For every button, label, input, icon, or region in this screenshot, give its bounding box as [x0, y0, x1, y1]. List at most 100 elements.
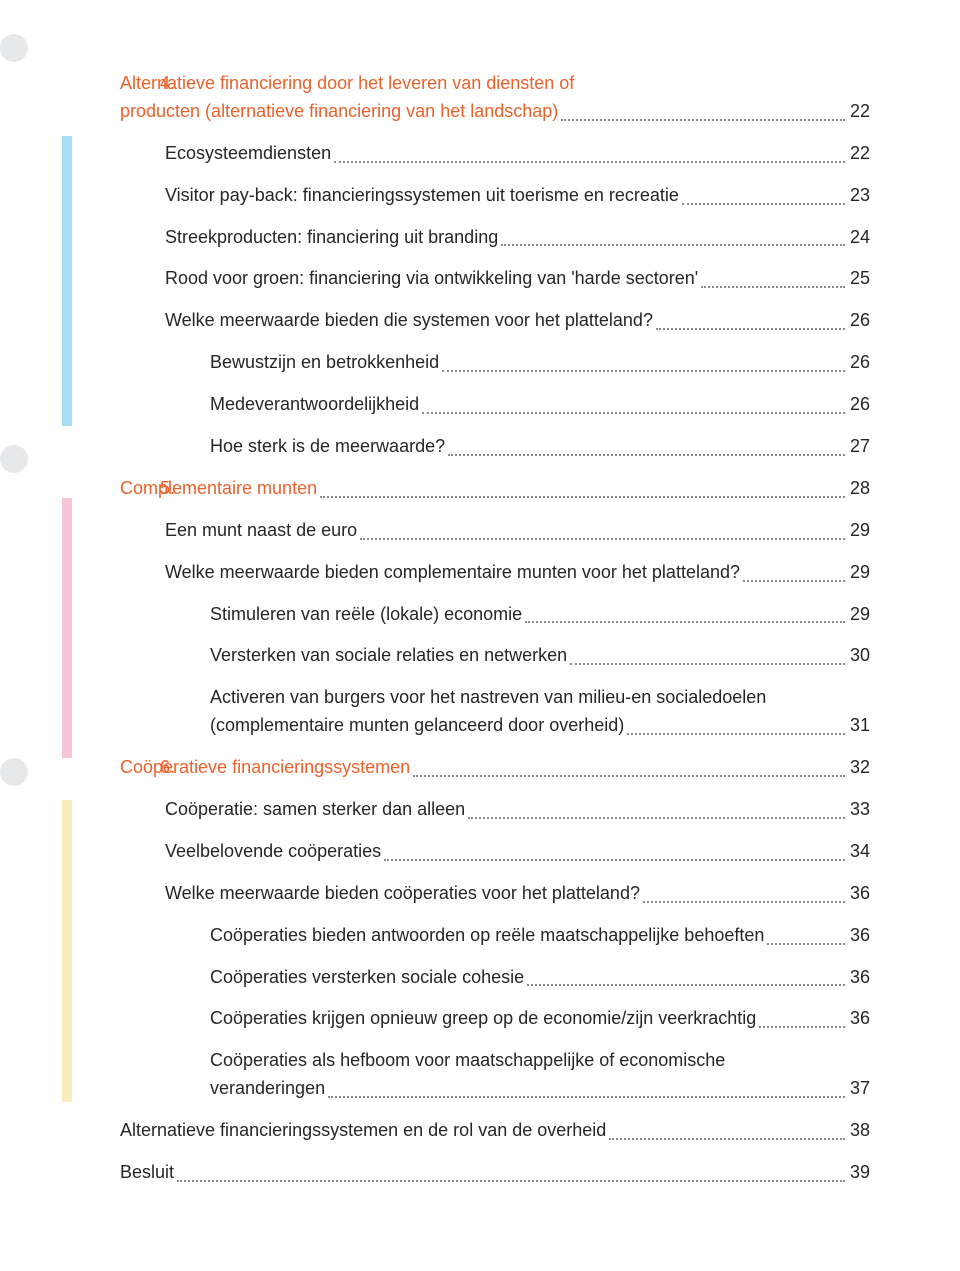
toc-entry: Veelbelovende coöperaties 34 [165, 838, 870, 866]
toc-label: Welke meerwaarde bieden complementaire m… [165, 559, 740, 587]
toc-leaders [643, 901, 845, 903]
toc-leaders [177, 1180, 845, 1182]
toc-label: Stimuleren van reële (lokale) economie [210, 601, 522, 629]
toc-page: 29 [848, 559, 870, 587]
toc-label: producten (alternatieve financiering van… [120, 98, 558, 126]
toc-page: 24 [848, 224, 870, 252]
toc-label: Besluit [120, 1159, 174, 1187]
chapter-number: 6. [160, 754, 175, 782]
side-bar [62, 800, 72, 1102]
toc-page: 26 [848, 307, 870, 335]
chapter-number: 5. [160, 475, 175, 503]
toc-page: 25 [848, 265, 870, 293]
toc-entry: Alternatieve financieringssystemen en de… [120, 1117, 870, 1145]
toc-label: Een munt naast de euro [165, 517, 357, 545]
toc-page: 37 [848, 1075, 870, 1103]
toc-entry: Welke meerwaarde bieden die systemen voo… [165, 307, 870, 335]
toc-label: Ecosysteemdiensten [165, 140, 331, 168]
toc-label-multiline: Alternatieve financiering door het lever… [120, 70, 870, 126]
toc-leaders [413, 775, 845, 777]
toc-leaders [525, 621, 845, 623]
toc-page: 22 [848, 98, 870, 126]
toc-entry: Coöperaties bieden antwoorden op reële m… [210, 922, 870, 950]
toc-label: Complementaire munten [120, 475, 317, 503]
toc-page: 34 [848, 838, 870, 866]
toc-label: Coöperaties als hefboom voor maatschappe… [210, 1050, 725, 1070]
toc-label: Welke meerwaarde bieden coöperaties voor… [165, 880, 640, 908]
toc-label: Veelbelovende coöperaties [165, 838, 381, 866]
toc-label: Activeren van burgers voor het nastreven… [210, 687, 766, 707]
toc-leaders [767, 943, 845, 945]
toc-leaders [442, 370, 845, 372]
toc-label-multiline: Activeren van burgers voor het nastreven… [210, 684, 870, 740]
toc-entry: Een munt naast de euro 29 [165, 517, 870, 545]
toc-entry: 6.Coöperatieve financieringssystemen32 [120, 754, 870, 782]
toc-label: Alternatieve financieringssystemen en de… [120, 1117, 606, 1145]
toc-leaders [320, 496, 845, 498]
toc-entry: Streekproducten: financiering uit brandi… [165, 224, 870, 252]
toc-page: 39 [848, 1159, 870, 1187]
toc-page: 28 [848, 475, 870, 503]
toc-label: Coöperaties krijgen opnieuw greep op de … [210, 1005, 756, 1033]
toc-label: Medeverantwoordelijkheid [210, 391, 419, 419]
toc-label: Versterken van sociale relaties en netwe… [210, 642, 567, 670]
toc-label: Welke meerwaarde bieden die systemen voo… [165, 307, 653, 335]
side-dot [0, 758, 28, 786]
toc-leaders [743, 580, 845, 582]
side-bar [62, 498, 72, 758]
toc-entry: Stimuleren van reële (lokale) economie 29 [210, 601, 870, 629]
toc-leaders [448, 454, 845, 456]
toc-entry: Welke meerwaarde bieden complementaire m… [165, 559, 870, 587]
toc-leaders [682, 203, 845, 205]
toc-page: 27 [848, 433, 870, 461]
toc-leaders [759, 1026, 845, 1028]
toc-leaders [468, 817, 845, 819]
toc-leaders [701, 286, 845, 288]
toc-label: Rood voor groen: financiering via ontwik… [165, 265, 698, 293]
toc-entry: Coöperaties als hefboom voor maatschappe… [210, 1047, 870, 1103]
toc-leaders [501, 244, 845, 246]
toc-label: Coöperaties bieden antwoorden op reële m… [210, 922, 764, 950]
toc-label-multiline: Coöperaties als hefboom voor maatschappe… [210, 1047, 870, 1103]
toc-leaders [360, 538, 845, 540]
toc-leaders [656, 328, 845, 330]
toc-label: Streekproducten: financiering uit brandi… [165, 224, 498, 252]
toc-page: 30 [848, 642, 870, 670]
toc-page: 29 [848, 517, 870, 545]
toc-leaders [609, 1138, 845, 1140]
toc-page: 36 [848, 964, 870, 992]
side-dot [0, 445, 28, 473]
toc-entry: Coöperatie: samen sterker dan alleen33 [165, 796, 870, 824]
toc-page: 32 [848, 754, 870, 782]
toc-page: 29 [848, 601, 870, 629]
toc-label: Bewustzijn en betrokkenheid [210, 349, 439, 377]
toc-leaders [570, 663, 845, 665]
toc-leaders [422, 412, 845, 414]
toc-page: 26 [848, 349, 870, 377]
toc-leaders [384, 859, 845, 861]
toc-entry: 4.Alternatieve financiering door het lev… [120, 70, 870, 126]
toc-entry: Activeren van burgers voor het nastreven… [210, 684, 870, 740]
toc-entry: Rood voor groen: financiering via ontwik… [165, 265, 870, 293]
toc-entry: Ecosysteemdiensten 22 [165, 140, 870, 168]
toc-label: (complementaire munten gelanceerd door o… [210, 712, 624, 740]
toc-label: Coöperaties versterken sociale cohesie [210, 964, 524, 992]
side-bar [62, 136, 72, 426]
toc-entry: Medeverantwoordelijkheid 26 [210, 391, 870, 419]
toc-label: Hoe sterk is de meerwaarde? [210, 433, 445, 461]
toc-label: Alternatieve financiering door het lever… [120, 73, 574, 93]
toc-page: 31 [848, 712, 870, 740]
toc-leaders [627, 733, 845, 735]
toc-label: Coöperatie: samen sterker dan alleen [165, 796, 465, 824]
toc-entry: Versterken van sociale relaties en netwe… [210, 642, 870, 670]
side-dot [0, 34, 28, 62]
toc-page: 36 [848, 1005, 870, 1033]
toc-entry: Coöperaties versterken sociale cohesie 36 [210, 964, 870, 992]
toc-page: 26 [848, 391, 870, 419]
toc-entry: Hoe sterk is de meerwaarde? 27 [210, 433, 870, 461]
chapter-number: 4. [160, 70, 175, 98]
toc-page: 23 [848, 182, 870, 210]
toc-page: 22 [848, 140, 870, 168]
toc-leaders [561, 119, 845, 121]
toc-leaders [527, 984, 845, 986]
